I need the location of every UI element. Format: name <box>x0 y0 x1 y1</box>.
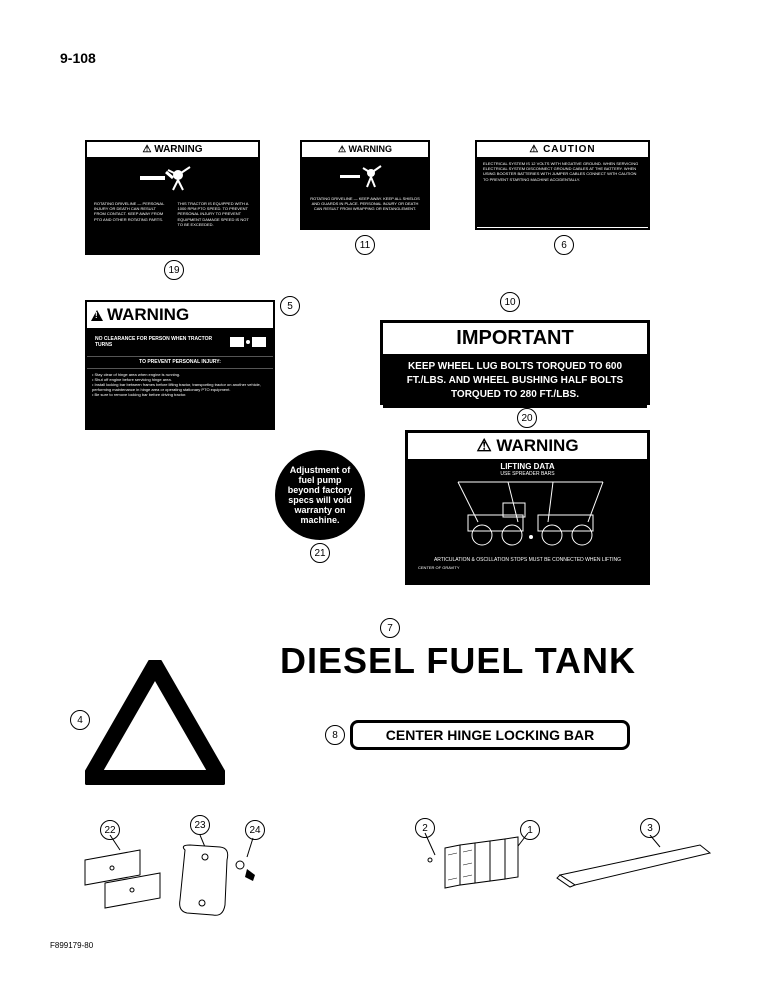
callout-6: 6 <box>554 235 574 255</box>
decal-diesel-fuel-tank: DIESEL FUEL TANK <box>280 640 636 682</box>
decal-warning-lifting: ⚠ WARNING LIFTING DATA USE SPREADER BARS… <box>405 430 650 585</box>
decal-warning-pto-large: ⚠ WARNING ROTATING DRIVELINE — PERSONAL … <box>85 140 260 255</box>
decal-important-torque: IMPORTANT KEEP WHEEL LUG BOLTS TORQUED T… <box>380 320 650 405</box>
callout-4: 4 <box>70 710 90 730</box>
decal-warning-driveline: ⚠ WARNING ROTATING DRIVELINE — KEEP AWAY… <box>300 140 430 230</box>
sub-heading-2: TO PREVENT PERSONAL INJURY: <box>87 356 273 369</box>
decal-header: ⚠ CAUTION <box>477 142 648 157</box>
callout-23: 23 <box>190 815 210 835</box>
warning-text: ROTATING DRIVELINE — KEEP AWAY. KEEP ALL… <box>302 194 428 214</box>
decal-header: ⚠ WARNING <box>302 142 428 158</box>
callout-8: 8 <box>325 725 345 745</box>
decal-caution-electrical: ⚠ CAUTION ELECTRICAL SYSTEM IS 12 VOLTS … <box>475 140 650 230</box>
warning-items: • Stay clear of hinge area when engine i… <box>87 369 273 401</box>
footer-code: F899179-80 <box>50 941 93 950</box>
header-text: WARNING <box>107 305 189 325</box>
decal-header: ⚠ WARNING <box>408 433 647 459</box>
circle-text: Adjustment of fuel pump beyond factory s… <box>283 465 357 525</box>
warning-text-left: ROTATING DRIVELINE — PERSONAL INJURY OR … <box>91 198 171 230</box>
sub-heading: NO CLEARANCE FOR PERSON WHEN TRACTOR TUR… <box>92 333 224 352</box>
lifting-title: LIFTING DATA <box>408 459 647 471</box>
callout-11: 11 <box>355 235 375 255</box>
callout-10: 10 <box>500 292 520 312</box>
decal-header: ⚠ WARNING <box>87 142 258 158</box>
tractor-lifting-diagram <box>408 477 653 552</box>
decal-fuel-pump-warranty: Adjustment of fuel pump beyond factory s… <box>275 450 365 540</box>
case-emblem-sketch <box>400 830 540 900</box>
callout-19: 19 <box>164 260 184 280</box>
reflector-parts-sketch <box>75 835 275 925</box>
warning-text-right: THIS TRACTOR IS EQUIPPED WITH A 1000 RPM… <box>175 198 255 230</box>
pto-pictogram <box>87 158 258 196</box>
caution-text: ELECTRICAL SYSTEM IS 12 VOLTS WITH NEGAT… <box>477 157 648 186</box>
cg-label: CENTER OF GRAVITY <box>418 565 459 570</box>
important-body: KEEP WHEEL LUG BOLTS TORQUED TO 600 FT./… <box>383 354 647 408</box>
hinge-text: CENTER HINGE LOCKING BAR <box>386 727 594 743</box>
decal-smv-triangle <box>85 660 225 785</box>
decal-header: WARNING <box>87 302 273 328</box>
decal-center-hinge-locking-bar: CENTER HINGE LOCKING BAR <box>350 720 630 750</box>
stripe-decal-sketch <box>555 835 715 890</box>
callout-7: 7 <box>380 618 400 638</box>
page-number: 9-108 <box>60 50 96 66</box>
decal-header: IMPORTANT <box>383 323 647 354</box>
callout-21: 21 <box>310 543 330 563</box>
hinge-pictogram <box>228 331 268 353</box>
callout-5: 5 <box>280 296 300 316</box>
decal-warning-clearance: WARNING NO CLEARANCE FOR PERSON WHEN TRA… <box>85 300 275 430</box>
pto-pictogram <box>302 158 428 194</box>
warning-triangle-icon <box>91 310 103 321</box>
callout-20: 20 <box>517 408 537 428</box>
